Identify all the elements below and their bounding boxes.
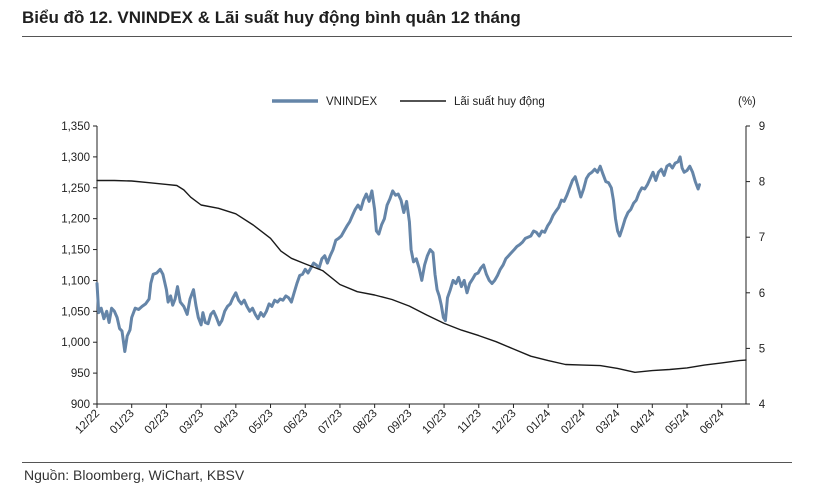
series-line-rate bbox=[96, 179, 747, 373]
top-divider bbox=[22, 36, 792, 37]
x-tick-label: 07/23 bbox=[316, 408, 345, 437]
left-tick-label: 950 bbox=[71, 368, 90, 380]
left-tick-label: 1,100 bbox=[61, 275, 90, 287]
left-tick-label: 1,250 bbox=[61, 183, 90, 195]
left-tick-label: 1,350 bbox=[61, 121, 90, 133]
bottom-divider bbox=[22, 462, 792, 463]
right-tick-label: 8 bbox=[759, 177, 765, 189]
x-tick-label: 01/24 bbox=[524, 407, 553, 436]
legend-label-rate: Lãi suất huy động bbox=[454, 96, 545, 108]
x-tick-label: 06/24 bbox=[698, 407, 727, 436]
x-tick-label: 04/23 bbox=[212, 408, 241, 437]
x-tick-label: 12/23 bbox=[490, 408, 519, 437]
legend-label-vnindex: VNINDEX bbox=[326, 96, 377, 108]
left-tick-label: 1,150 bbox=[61, 245, 90, 257]
x-tick-label: 03/24 bbox=[594, 407, 623, 436]
series-line-vnindex bbox=[95, 155, 701, 353]
left-tick-label: 900 bbox=[71, 399, 90, 411]
x-tick-label: 10/23 bbox=[420, 408, 449, 437]
x-tick-label: 06/23 bbox=[282, 408, 311, 437]
left-tick-label: 1,300 bbox=[61, 152, 90, 164]
right-axis-unit: (%) bbox=[738, 96, 756, 108]
source-note: Nguồn: Bloomberg, WiChart, KBSV bbox=[24, 467, 245, 483]
left-tick-label: 1,000 bbox=[61, 337, 90, 349]
x-tick-label: 02/23 bbox=[143, 408, 172, 437]
left-tick-label: 1,050 bbox=[61, 306, 90, 318]
right-tick-label: 4 bbox=[759, 399, 766, 411]
chart-title: Biểu đồ 12. VNINDEX & Lãi suất huy động … bbox=[22, 8, 521, 27]
x-tick-label: 01/23 bbox=[108, 408, 137, 437]
x-tick-label: 03/23 bbox=[177, 408, 206, 437]
x-tick-label: 11/23 bbox=[456, 408, 484, 436]
right-tick-label: 6 bbox=[759, 288, 765, 300]
x-tick-label: 09/23 bbox=[386, 408, 415, 437]
left-tick-label: 1,200 bbox=[61, 214, 90, 226]
x-tick-label: 12/22 bbox=[73, 408, 102, 437]
x-tick-label: 05/24 bbox=[663, 407, 692, 436]
right-tick-label: 5 bbox=[759, 343, 765, 355]
x-tick-label: 02/24 bbox=[559, 407, 588, 436]
series-layer bbox=[95, 155, 747, 373]
right-tick-label: 7 bbox=[759, 232, 765, 244]
right-tick-label: 9 bbox=[759, 121, 765, 133]
x-tick-label: 04/24 bbox=[629, 407, 658, 436]
legend: VNINDEX Lãi suất huy động (%) bbox=[272, 96, 756, 108]
x-tick-label: 05/23 bbox=[247, 408, 276, 437]
x-tick-label: 08/23 bbox=[351, 408, 380, 437]
